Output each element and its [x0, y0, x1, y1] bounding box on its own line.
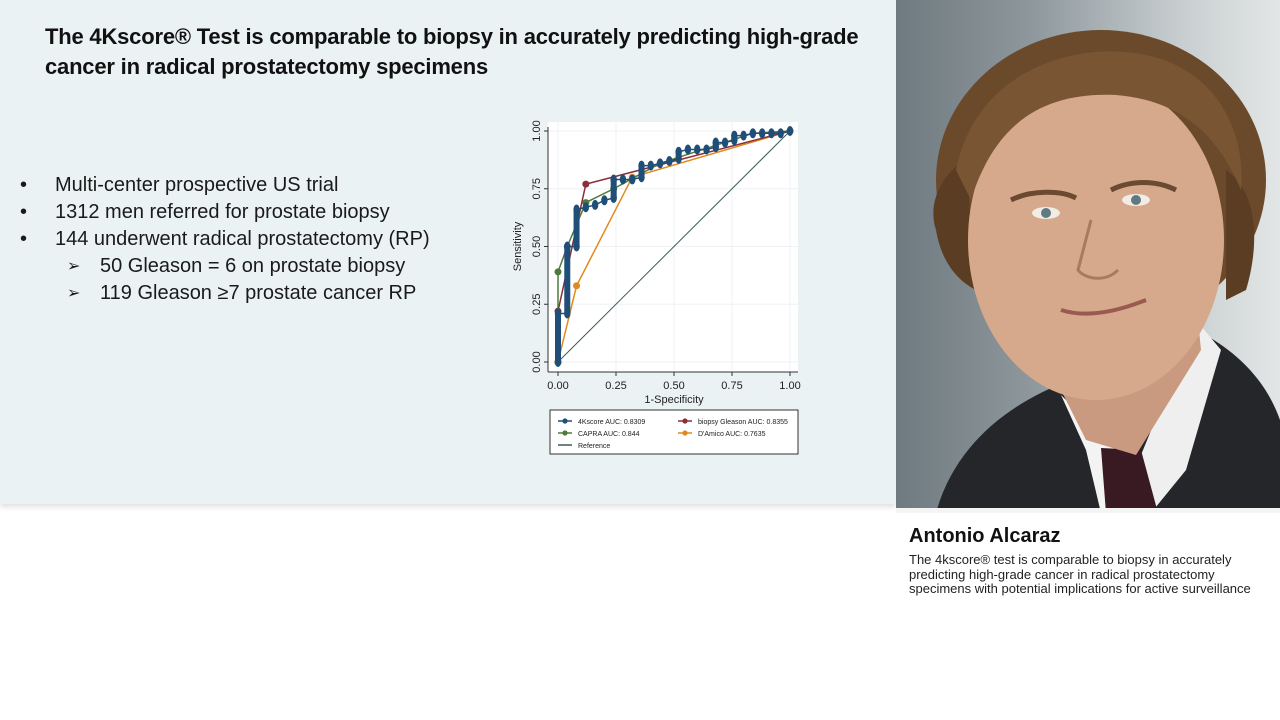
slide-title: The 4Kscore® Test is comparable to biops… [45, 24, 859, 79]
data-point [647, 160, 654, 171]
series-line [557, 130, 791, 363]
roc-chart: 0.00 0.25 0.50 0.75 1.00 0.00 0.25 0.50 0.75 1.00… [512, 120, 801, 455]
data-point [684, 144, 692, 155]
arrow-bullet-icon: ➢ [67, 285, 81, 302]
y-tick-label: 1.00 [531, 120, 543, 141]
data-point [768, 128, 775, 139]
x-tick-label: 0.25 [605, 380, 626, 392]
data-point [656, 158, 664, 169]
data-point [740, 130, 747, 141]
data-point [786, 126, 794, 136]
speaker-description: The 4kscore® test is comparable to biops… [909, 552, 1251, 596]
data-point [619, 174, 627, 185]
y-tick-label: 0.25 [531, 294, 543, 315]
bullet-icon: • [20, 228, 28, 250]
speaker-name: Antonio Alcaraz [909, 525, 1061, 547]
x-tick-label: 0.50 [663, 380, 684, 392]
speaker-info: Antonio Alcaraz The 4kscore® test is com… [909, 523, 1274, 597]
data-point [582, 202, 590, 213]
legend-label: CAPRA AUC: 0.844 [578, 431, 640, 438]
data-point [573, 282, 581, 290]
data-point [703, 144, 710, 155]
data-point [601, 195, 608, 206]
series-line [557, 130, 791, 363]
portrait-illustration [896, 30, 1280, 513]
bullet-text: 1312 men referred for prostate biopsy [55, 201, 390, 223]
y-tick-label: 0.50 [531, 236, 543, 257]
presentation-slide: The 4Kscore® Test is comparable to biops… [0, 0, 896, 504]
chart-legend [549, 409, 799, 455]
bullet-text: 50 Gleason = 6 on prostate biopsy [100, 255, 406, 277]
data-point [629, 174, 636, 185]
y-tick-label: 0.00 [531, 351, 543, 372]
data-point [666, 156, 673, 167]
bullet-text: Multi-center prospective US trial [55, 174, 339, 196]
bullet-icon: • [20, 174, 28, 196]
arrow-bullet-icon: ➢ [67, 258, 81, 275]
series-line [557, 130, 791, 362]
legend-label: biopsy Gleason AUC: 0.8355 [698, 419, 788, 426]
data-point [591, 199, 599, 210]
legend-label: D'Amico AUC: 0.7635 [698, 431, 766, 438]
x-tick-label: 1.00 [779, 380, 800, 392]
bullet-text: 144 underwent radical prostatectomy (RP) [55, 228, 430, 250]
data-point [749, 128, 757, 139]
y-tick-label: 0.75 [531, 178, 543, 199]
x-axis-label: 1-Specificity [644, 394, 704, 406]
legend-label: Reference [578, 443, 610, 450]
data-point [721, 137, 729, 148]
data-point [758, 128, 766, 139]
x-tick-label: 0.00 [547, 380, 568, 392]
x-tick-label: 0.75 [721, 380, 742, 392]
data-point [777, 128, 784, 139]
data-point [582, 180, 590, 188]
plot-area: 0.00 0.25 0.50 0.75 1.00 0.00 0.25 0.50 0.75 1.00… [512, 120, 801, 455]
bullet-icon: • [20, 201, 28, 223]
y-axis-label: Sensitivity [512, 221, 524, 271]
speaker-photo [896, 0, 1280, 513]
series-line [557, 130, 791, 362]
bullet-text: 119 Gleason ≥7 prostate cancer RP [100, 282, 417, 304]
legend-label: 4Kscore AUC: 0.8309 [578, 419, 645, 426]
data-point [554, 268, 562, 276]
data-point [694, 144, 701, 155]
